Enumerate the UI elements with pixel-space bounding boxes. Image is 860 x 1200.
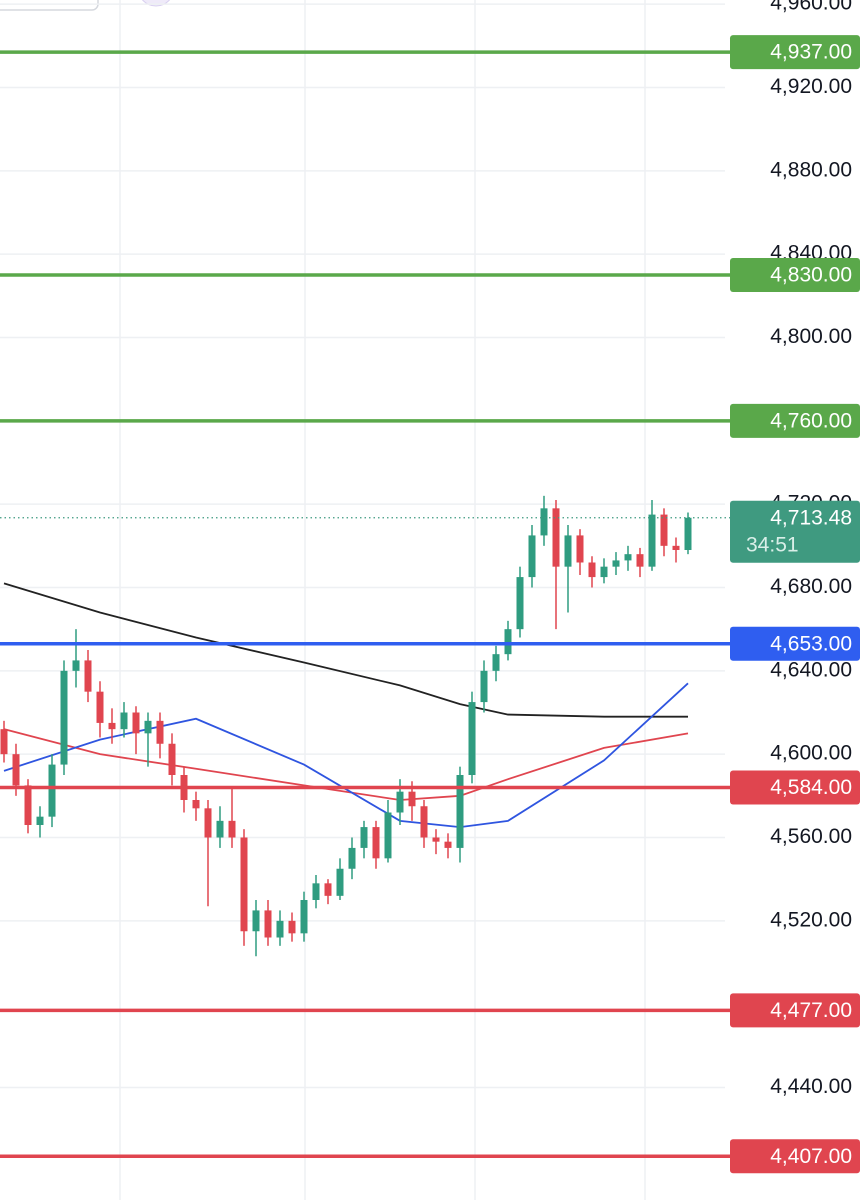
candle-body xyxy=(288,920,296,934)
price-level-badge xyxy=(730,1139,860,1174)
candle-body xyxy=(300,900,308,934)
moving-averages xyxy=(3,582,689,828)
candle-body xyxy=(660,514,668,546)
candle-body xyxy=(528,535,536,578)
candle-body xyxy=(132,712,140,734)
candle-body xyxy=(48,764,56,817)
candle-body xyxy=(420,806,428,838)
last-price-label: 4,713.48 xyxy=(770,506,852,529)
candle-body xyxy=(348,847,356,869)
candle-body xyxy=(204,808,212,838)
price-level-label: 4,584.00 xyxy=(770,776,852,799)
candle-body xyxy=(12,754,20,786)
candle-body xyxy=(576,535,584,563)
candle-body xyxy=(480,670,488,703)
candle-body xyxy=(156,720,164,744)
candle-body xyxy=(108,722,116,730)
y-tick-label: 4,600.00 xyxy=(770,742,852,765)
price-level-badge xyxy=(730,35,860,70)
price-level-label: 4,937.00 xyxy=(770,41,852,64)
candle-body xyxy=(216,820,224,838)
price-level-badge xyxy=(730,403,860,438)
candle-body xyxy=(312,883,320,900)
candle-body xyxy=(372,827,380,859)
candle-body xyxy=(324,883,332,896)
candle-body xyxy=(588,562,596,578)
candle-body xyxy=(636,554,644,567)
candle-body xyxy=(60,670,68,765)
candle-body xyxy=(84,660,92,692)
last-price-badge xyxy=(730,500,860,563)
y-tick-label: 4,520.00 xyxy=(770,908,852,931)
candle-body xyxy=(564,535,572,567)
y-tick-label: 4,560.00 xyxy=(770,825,852,848)
grid: 4,440.00 4,520.00 4,560.00 4,600.00 4,640.00… xyxy=(0,0,852,1098)
candle-body xyxy=(336,868,344,896)
candle-body xyxy=(672,545,680,550)
candle-body xyxy=(516,577,524,630)
candle-body xyxy=(228,820,236,838)
y-tick-label: 4,960.00 xyxy=(770,0,852,15)
levels: 4,937.00 4,830.00 4,760.00 4,653.00 4,584.00… xyxy=(0,35,860,1174)
price-level-label: 4,760.00 xyxy=(770,409,852,432)
candle-body xyxy=(240,837,248,932)
candle-body xyxy=(552,508,560,567)
candle-body xyxy=(384,812,392,859)
y-tick-label: 4,440.00 xyxy=(770,1075,852,1098)
candle-body xyxy=(444,841,452,848)
price-level-label: 4,830.00 xyxy=(770,264,852,287)
candle-body xyxy=(600,566,608,578)
candle-body xyxy=(276,920,284,938)
countdown-label: 34:51 xyxy=(746,533,799,556)
candle-body xyxy=(648,514,656,567)
candle-body xyxy=(612,560,620,567)
candle-body xyxy=(144,720,152,734)
toolbar-icon[interactable] xyxy=(138,0,174,7)
price-level-label: 4,407.00 xyxy=(770,1145,852,1168)
candle-body xyxy=(264,910,272,938)
price-level-badge xyxy=(730,770,860,805)
candle-body xyxy=(408,791,416,807)
candle-body xyxy=(504,629,512,655)
toolbar-button[interactable] xyxy=(0,0,99,11)
price-level-badge xyxy=(730,258,860,292)
candle-body xyxy=(168,743,176,775)
y-tick-label: 4,880.00 xyxy=(770,158,852,181)
candle-body xyxy=(360,827,368,848)
y-tick-label: 4,800.00 xyxy=(770,325,852,348)
candle-body xyxy=(24,785,32,825)
candles xyxy=(0,495,692,957)
y-tick-label: 4,920.00 xyxy=(770,75,852,98)
price-level-badge xyxy=(730,626,860,661)
y-tick-label: 4,680.00 xyxy=(770,575,852,598)
candle-body xyxy=(96,691,104,723)
price-level-label: 4,477.00 xyxy=(770,999,852,1022)
moving-average-line xyxy=(3,582,688,718)
candle-body xyxy=(492,654,500,671)
candle-body xyxy=(120,712,128,730)
candle-body xyxy=(624,554,632,561)
candle-body xyxy=(468,702,476,775)
candle-body xyxy=(36,816,44,825)
price-level-label: 4,653.00 xyxy=(770,632,852,655)
candle-body xyxy=(0,729,8,755)
candle-body xyxy=(192,800,200,809)
y-tick-label: 4,640.00 xyxy=(770,658,852,681)
candle-body xyxy=(396,791,404,813)
candle-body xyxy=(72,660,80,671)
candle-body xyxy=(432,837,440,842)
candle-body xyxy=(540,508,548,536)
candle-body xyxy=(684,517,692,550)
candle-body xyxy=(252,910,260,932)
vertical-grid xyxy=(119,0,646,1200)
price-level-badge xyxy=(730,993,860,1028)
candle-body xyxy=(456,775,464,848)
